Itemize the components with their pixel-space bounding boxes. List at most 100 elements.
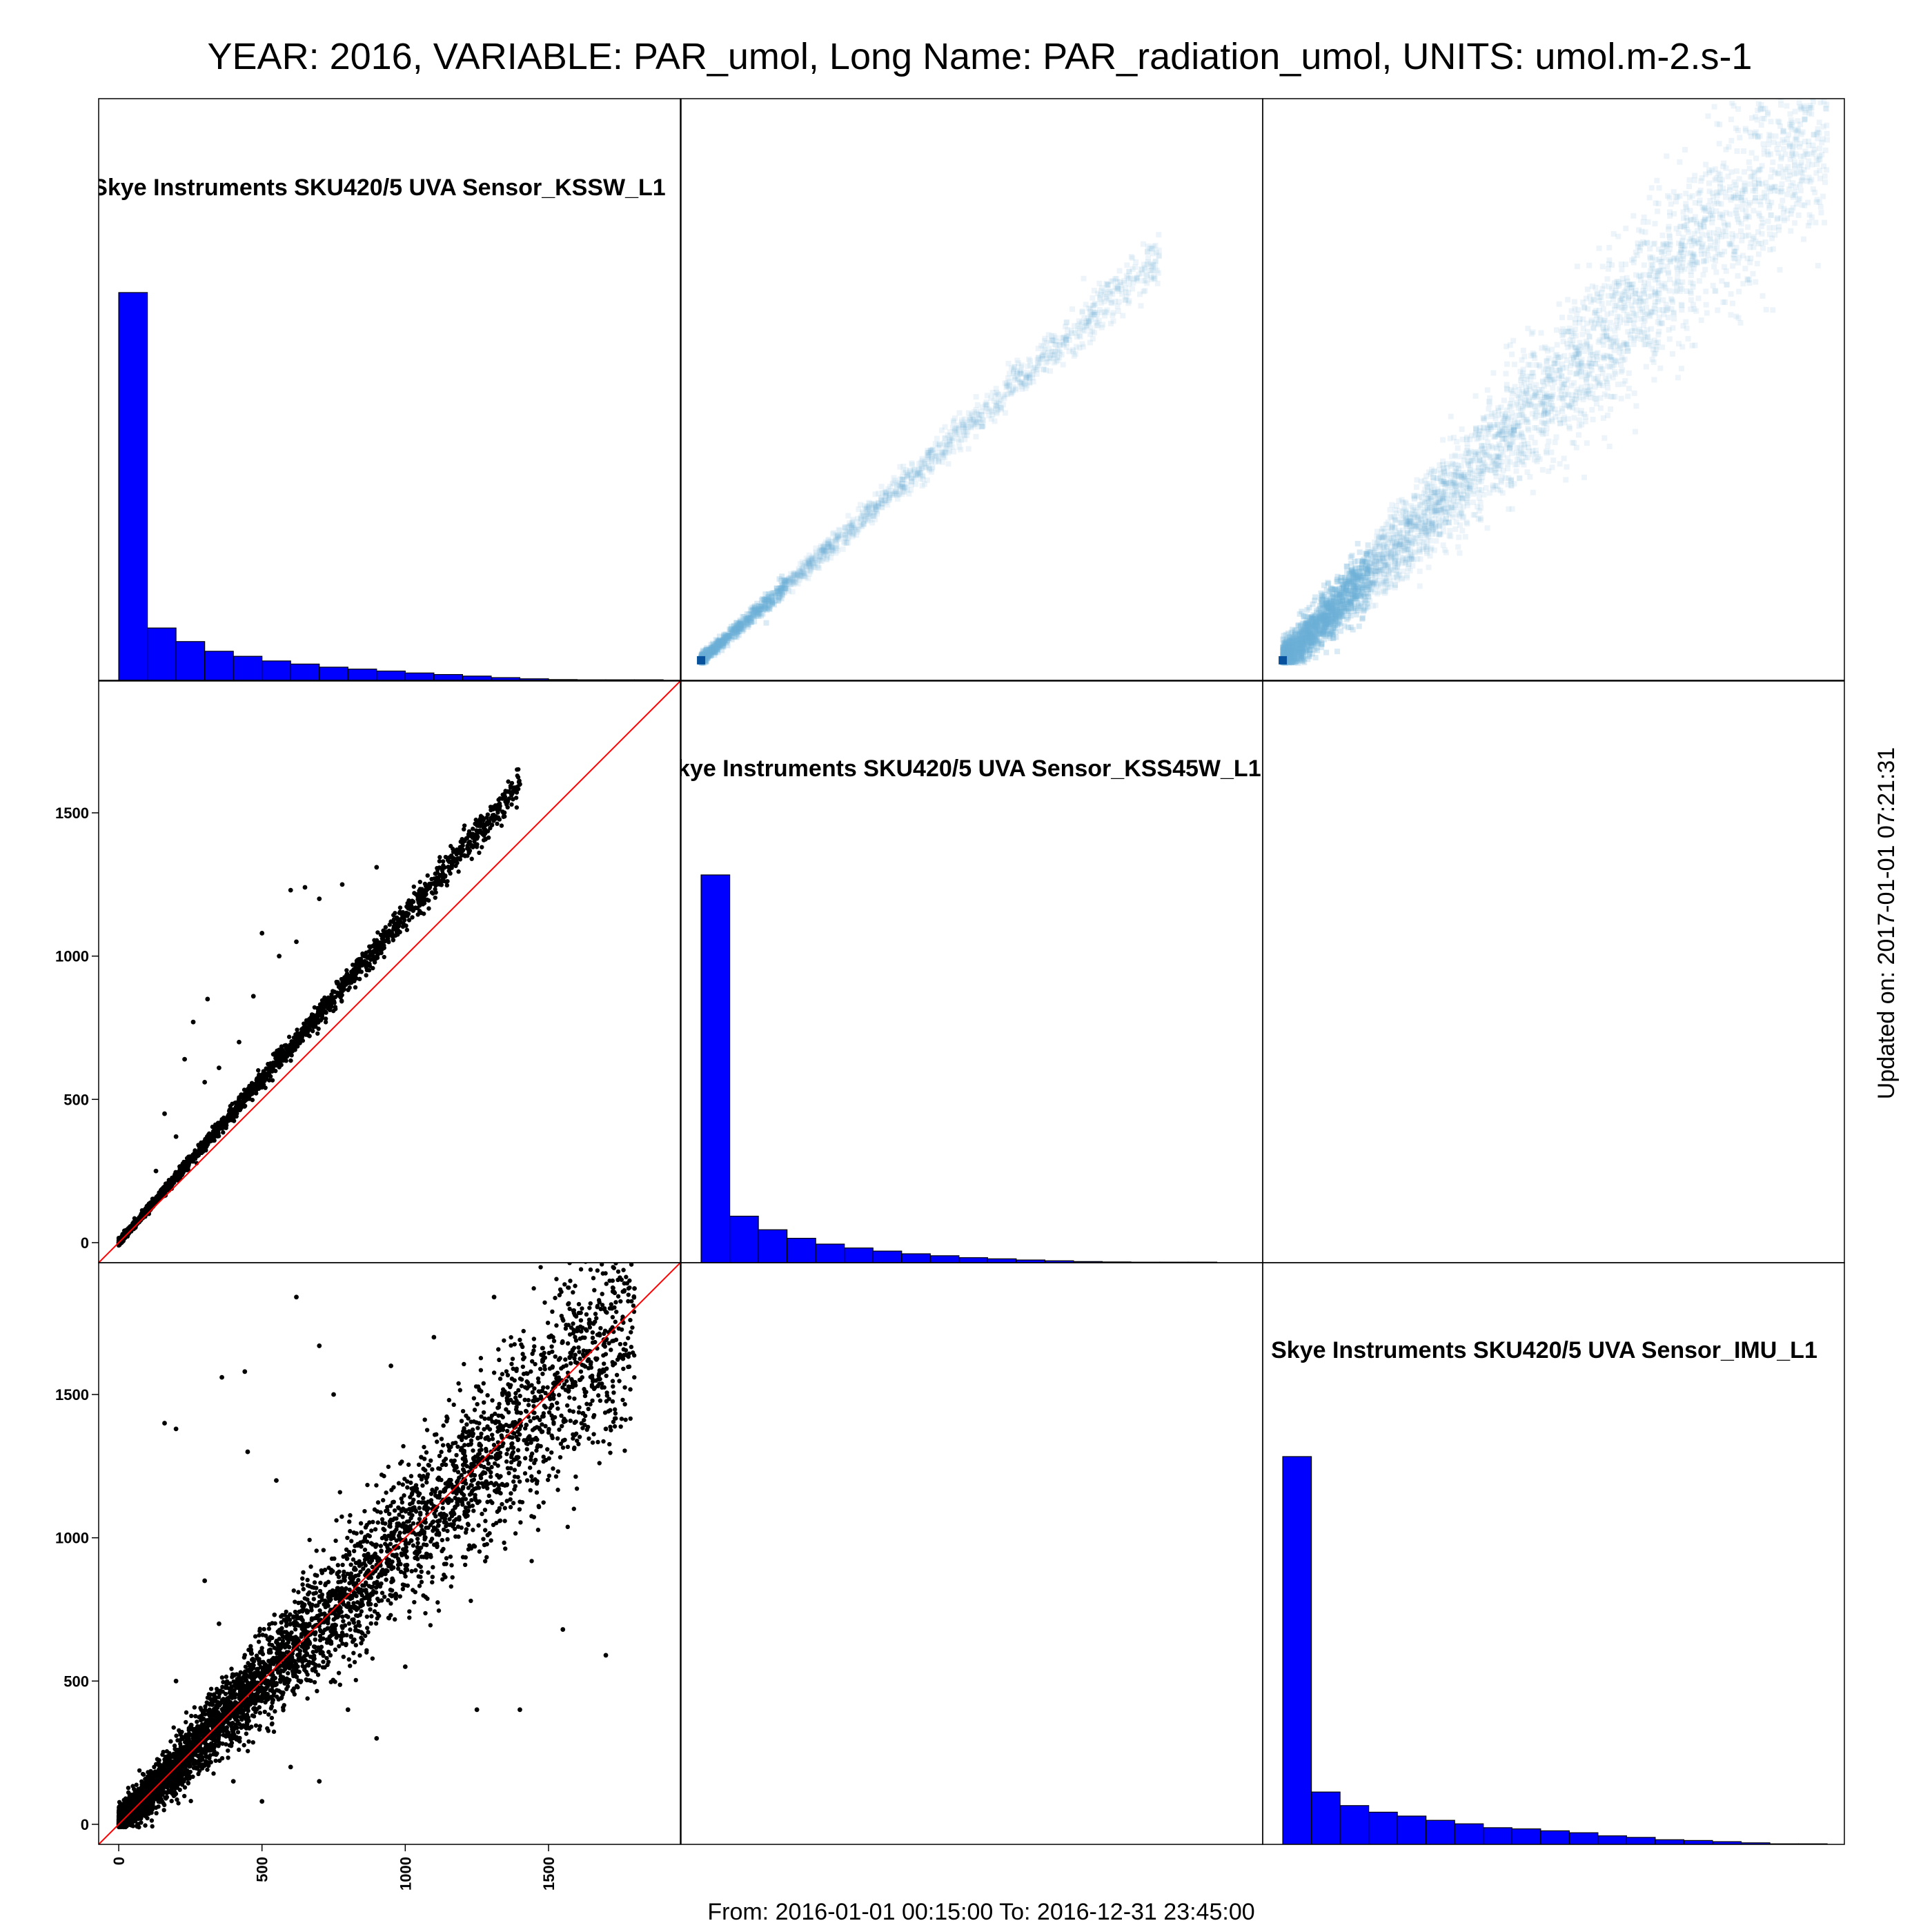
- scatter-point: [348, 1664, 353, 1668]
- scatter-point: [568, 1279, 573, 1283]
- scatter-point: [382, 1595, 387, 1599]
- scatter-point: [417, 1517, 422, 1521]
- scatter-point: [407, 1615, 412, 1620]
- scatter-point: [237, 1722, 242, 1726]
- scatter-point: [455, 1470, 461, 1475]
- scatter-point: [244, 1088, 248, 1093]
- scatter-point: [607, 1341, 611, 1346]
- scatter-point: [530, 1478, 535, 1483]
- scatter-point: [374, 865, 379, 870]
- scatter-point: [483, 1446, 489, 1452]
- scatter-point: [477, 820, 482, 825]
- scatter-point: [371, 965, 375, 971]
- scatter-point: [558, 1356, 562, 1361]
- scatter-point: [489, 1538, 493, 1543]
- scatter-point: [370, 1584, 375, 1589]
- scatter-point: [560, 1445, 566, 1450]
- scatter-point: [389, 1594, 394, 1599]
- scatter-point: [462, 854, 468, 858]
- scatter-point: [203, 1704, 208, 1709]
- scatter-point: [290, 1049, 295, 1054]
- scatter-point: [386, 1598, 391, 1603]
- scatter-point: [531, 1286, 536, 1291]
- scatter-point: [231, 1117, 236, 1122]
- scatter-point: [532, 1394, 538, 1399]
- scatter-point: [173, 1174, 179, 1180]
- scatter-point: [299, 1600, 304, 1605]
- scatter-point: [318, 1580, 323, 1586]
- scatter-point: [469, 1497, 474, 1503]
- scatter-point: [402, 914, 408, 918]
- scatter-point: [363, 954, 368, 959]
- scatter-point: [241, 1095, 246, 1100]
- scatter-point: [481, 1381, 486, 1386]
- scatter-point: [175, 1738, 180, 1743]
- scatter-point: [457, 1388, 462, 1392]
- scatter-point: [576, 1345, 581, 1350]
- scatter-point: [502, 810, 507, 815]
- scatter-point: [404, 1519, 410, 1524]
- scatter-point: [428, 1458, 433, 1463]
- histogram-bar: [729, 1215, 759, 1263]
- scatter-point: [294, 939, 299, 945]
- scatter-point: [442, 1516, 448, 1521]
- scatter-point: [297, 1669, 302, 1675]
- scatter-point: [384, 1490, 388, 1495]
- panel-title-1: Skye Instruments SKU420/5 UVA Sensor_KSS…: [92, 175, 665, 201]
- scatter-point: [248, 1086, 253, 1091]
- scatter-point: [520, 1352, 525, 1357]
- scatter-point: [576, 1310, 582, 1316]
- scatter-point: [531, 1416, 537, 1421]
- figure-title: YEAR: 2016, VARIABLE: PAR_umol, Long Nam…: [208, 36, 1753, 77]
- scatter-point: [396, 1481, 402, 1486]
- scatter-point: [196, 1771, 201, 1777]
- scatter-point: [555, 1401, 560, 1406]
- scatter-point: [467, 839, 473, 845]
- scatter-point: [616, 1208, 620, 1212]
- scatter-point: [221, 1130, 226, 1135]
- scatter-point: [624, 1274, 629, 1279]
- scatter-point: [199, 1140, 204, 1145]
- scatter-point: [456, 869, 461, 874]
- scatter-point: [386, 1511, 392, 1517]
- scatter-point: [311, 1653, 317, 1658]
- scatter-point: [290, 1040, 296, 1045]
- histogram-bar: [290, 663, 320, 680]
- scatter-point: [425, 873, 430, 878]
- scatter-point: [431, 1565, 435, 1570]
- scatter-point: [307, 1537, 312, 1542]
- scatter-point: [496, 797, 501, 802]
- scatter-point: [159, 1191, 164, 1196]
- scatter-point: [540, 1414, 545, 1419]
- scatter-point: [295, 1027, 299, 1032]
- histogram-bar: [844, 1248, 874, 1263]
- scatter-point: [481, 1410, 486, 1415]
- scatter-point: [424, 1480, 429, 1485]
- scatter-point: [326, 997, 332, 1002]
- scatter-point: [354, 958, 359, 963]
- histogram-2: Skye Instruments SKU420/5 UVA Sensor_KSS…: [661, 756, 1261, 1263]
- scatter-point: [386, 936, 391, 941]
- scatter-point: [480, 1511, 484, 1517]
- scatter-point: [417, 879, 422, 885]
- scatter-point: [528, 1488, 533, 1493]
- scatter-point: [384, 1577, 388, 1582]
- scatter-point: [408, 1515, 413, 1521]
- scatter-point: [514, 805, 520, 810]
- scatter-point: [543, 1390, 548, 1396]
- histogram-bar: [1683, 1840, 1713, 1844]
- scatter-point: [567, 1263, 572, 1265]
- histogram-bar: [404, 672, 435, 680]
- panel-title-2: Skye Instruments SKU420/5 UVA Sensor_KSS…: [661, 756, 1261, 782]
- histogram-bar: [872, 1250, 903, 1263]
- scatter-point: [356, 1573, 361, 1578]
- scatter-point: [269, 1657, 275, 1662]
- scatter-point: [497, 1444, 502, 1450]
- scatter-point: [496, 1405, 502, 1410]
- scatter-point: [491, 1442, 497, 1448]
- scatter-point: [308, 1564, 313, 1569]
- scatter-point: [293, 1044, 299, 1049]
- scatter-point: [308, 1016, 313, 1021]
- scatter-point: [619, 1249, 623, 1253]
- scatter-point: [499, 823, 504, 828]
